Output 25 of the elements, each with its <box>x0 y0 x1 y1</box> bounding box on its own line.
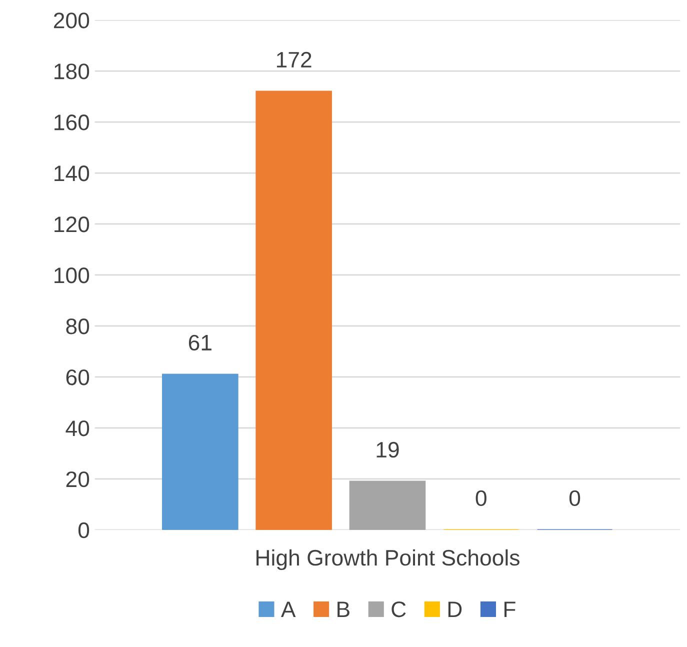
y-tick-label: 0 <box>78 522 90 538</box>
y-tick-label: 100 <box>54 268 90 284</box>
legend-label: F <box>504 602 516 617</box>
x-tick-label: High Growth Point Schools <box>256 549 520 570</box>
bar <box>349 480 426 530</box>
y-tick-label: 180 <box>54 64 90 80</box>
data-label: 0 <box>476 490 486 506</box>
legend-label: B <box>338 602 350 617</box>
legend-label: C <box>392 601 406 618</box>
legend-label: D <box>448 602 462 617</box>
bar <box>256 90 332 530</box>
data-label: 172 <box>276 52 312 68</box>
legend-label: A <box>280 602 296 617</box>
bar <box>162 374 238 530</box>
y-tick-label: 40 <box>66 420 90 436</box>
data-label: 19 <box>376 442 399 458</box>
y-tick-label: 140 <box>54 166 90 182</box>
y-tick-label: 80 <box>66 318 90 334</box>
data-label: 61 <box>188 334 212 351</box>
y-tick-label: 120 <box>54 216 90 232</box>
data-label: 0 <box>569 490 580 506</box>
y-tick-label: 60 <box>66 369 90 386</box>
y-tick-label: 160 <box>54 114 90 130</box>
y-tick-label: 200 <box>54 12 90 28</box>
y-tick-label: 20 <box>66 471 90 488</box>
